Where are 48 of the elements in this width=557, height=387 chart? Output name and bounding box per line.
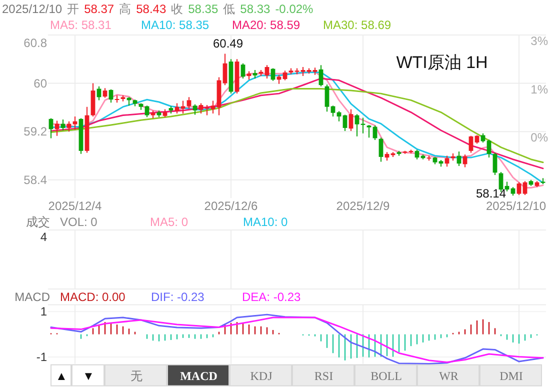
text: MA20: 58.59: [232, 18, 300, 32]
text: 58.43: [136, 2, 166, 16]
y-tick-label: 60.8: [24, 36, 48, 50]
text: MA10: 58.35: [141, 18, 210, 32]
y-axis-title: MACD: [14, 290, 50, 304]
y2-tick-label: 1%: [530, 82, 548, 96]
series-label: DIF: -0.23: [151, 290, 205, 304]
text: 58.37: [84, 2, 114, 16]
text: VOL: 0: [60, 215, 98, 229]
text: KDJ: [250, 368, 273, 383]
text: 高: [119, 2, 132, 16]
text: WR: [439, 368, 458, 383]
text: RSI: [314, 368, 334, 383]
text: 58.35: [188, 2, 218, 16]
text: MA5: 58.31: [50, 18, 112, 32]
text: MACD: [180, 368, 218, 383]
text: 2025/12/10: [2, 2, 62, 16]
y-tick-label: 1: [40, 304, 48, 319]
series-label: MACD: 0.00: [60, 290, 126, 304]
x-tick-label: 2025/12/9: [336, 199, 390, 213]
x-tick-label: 2025/12/10: [486, 199, 546, 213]
y2-tick-label: 3%: [530, 34, 548, 48]
x-tick-label: 2025/12/4: [48, 199, 102, 213]
text: 收: [171, 2, 184, 16]
series-label: DEA: -0.23: [242, 290, 302, 304]
y-tick-label: 59.2: [24, 124, 48, 139]
y2-tick-label: 0%: [530, 130, 548, 145]
y-tick-label: 58.4: [24, 172, 48, 187]
text: MA10: 0: [243, 215, 288, 229]
text: BOLL: [370, 368, 402, 383]
text: ▼: [82, 368, 94, 383]
text: 低: [223, 2, 236, 16]
text: DMI: [500, 368, 523, 383]
text: 成交: [26, 215, 50, 229]
text: MA30: 58.69: [323, 18, 392, 32]
text: MA5: 0: [150, 215, 188, 229]
text: 58.33: [240, 2, 271, 16]
annotation: 60.49: [212, 36, 244, 51]
text: -0.02%: [275, 2, 314, 16]
y-tick-label: -1: [36, 350, 48, 364]
text: 4: [40, 230, 48, 244]
text: ▲: [56, 368, 68, 383]
text: 开: [67, 2, 80, 16]
x-tick-label: 2025/12/6: [204, 199, 258, 213]
annotation: 58.14: [476, 186, 506, 201]
text: 无: [130, 368, 142, 383]
y-tick-label: 60: [34, 76, 48, 90]
text: WTI原油 1H: [396, 53, 488, 72]
